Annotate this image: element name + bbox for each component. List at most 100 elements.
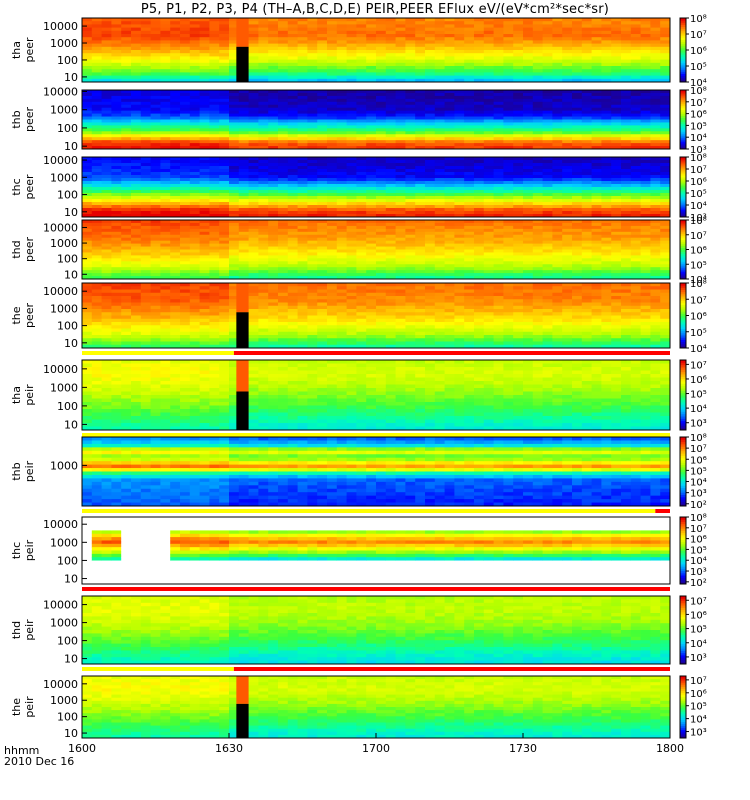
heatmap-cell — [483, 98, 494, 103]
heatmap-cell — [336, 193, 347, 197]
heatmap-cell — [356, 261, 367, 265]
heatmap-cell — [121, 169, 132, 173]
heatmap-cell — [238, 137, 249, 141]
heatmap-cell — [336, 146, 347, 150]
heatmap-cell — [474, 113, 485, 117]
heatmap-cell — [131, 137, 142, 141]
heatmap-cell — [180, 119, 191, 123]
heatmap-cell — [238, 119, 249, 123]
heatmap-cell — [434, 264, 445, 268]
heatmap-cell — [268, 208, 279, 212]
heatmap-cell — [180, 249, 191, 253]
heatmap-cell — [209, 276, 220, 280]
heatmap-cell — [366, 90, 377, 94]
heatmap-cell — [376, 172, 387, 176]
heatmap-cell — [150, 137, 161, 141]
heatmap-cell — [660, 228, 671, 233]
heatmap-cell — [532, 37, 543, 41]
heatmap-cell — [297, 30, 308, 35]
heatmap-cell — [356, 37, 367, 41]
heatmap-cell — [415, 128, 426, 132]
heatmap-cell — [493, 234, 504, 239]
heatmap-cell — [434, 258, 445, 262]
heatmap-cell — [474, 249, 485, 253]
heatmap-cell — [111, 140, 122, 144]
heatmap-cell — [434, 95, 445, 100]
heatmap-cell — [297, 258, 308, 262]
heatmap-cell — [415, 34, 426, 38]
heatmap-cell — [101, 131, 112, 135]
heatmap-cell — [552, 243, 563, 247]
heatmap-cell — [376, 137, 387, 141]
heatmap-cell — [503, 30, 514, 35]
heatmap-cell — [229, 246, 240, 250]
heatmap-cell — [131, 24, 142, 28]
heatmap-cell — [650, 225, 661, 230]
heatmap-cell — [219, 110, 230, 114]
heatmap-cell — [278, 231, 289, 236]
heatmap-cell — [189, 208, 200, 212]
heatmap-cell — [111, 104, 122, 109]
heatmap-cell — [640, 146, 651, 150]
heatmap-cell — [160, 27, 171, 32]
heatmap-cell — [101, 78, 112, 83]
heatmap-cell — [444, 196, 455, 200]
heatmap-cell — [111, 199, 122, 203]
heatmap-cell — [268, 184, 279, 188]
heatmap-cell — [660, 72, 671, 76]
heatmap-cell — [503, 240, 514, 244]
heatmap-cell — [327, 181, 338, 185]
heatmap-cell — [552, 137, 563, 141]
heatmap-cell — [219, 276, 230, 280]
heatmap-cell — [630, 169, 641, 173]
heatmap-cell — [287, 234, 298, 239]
heatmap-cell — [483, 137, 494, 141]
heatmap-cell — [572, 190, 583, 194]
heatmap-cell — [572, 72, 583, 76]
spectrogram-cells — [82, 157, 671, 218]
heatmap-cell — [189, 62, 200, 67]
heatmap-cell — [425, 43, 436, 48]
heatmap-cell — [287, 50, 298, 54]
heatmap-cell — [91, 214, 102, 218]
heatmap-cell — [327, 237, 338, 242]
heatmap-cell — [474, 234, 485, 239]
heatmap-cell — [199, 243, 210, 247]
heatmap-cell — [268, 46, 279, 51]
heatmap-cell — [542, 237, 553, 242]
heatmap-cell — [229, 237, 240, 242]
heatmap-cell — [248, 75, 259, 80]
heatmap-cell — [180, 211, 191, 215]
heatmap-cell — [630, 222, 641, 227]
heatmap-cell — [425, 267, 436, 271]
heatmap-cell — [650, 214, 661, 218]
heatmap-cell — [385, 50, 396, 54]
heatmap-cell — [660, 137, 671, 141]
heatmap-cell — [189, 92, 200, 97]
heatmap-cell — [503, 53, 514, 57]
heatmap-cell — [660, 66, 671, 70]
heatmap-cell — [572, 56, 583, 60]
heatmap-cell — [131, 252, 142, 256]
heatmap-cell — [640, 92, 651, 97]
heatmap-cell — [317, 21, 328, 25]
heatmap-cell — [101, 66, 112, 70]
heatmap-cell — [160, 184, 171, 188]
heatmap-cell — [278, 163, 289, 167]
heatmap-cell — [356, 240, 367, 244]
heatmap-cell — [189, 40, 200, 44]
heatmap-cell — [640, 267, 651, 271]
colorbar-segment — [680, 43, 686, 47]
heatmap-cell — [238, 205, 249, 209]
heatmap-cell — [317, 104, 328, 109]
heatmap-cell — [160, 56, 171, 60]
heatmap-cell — [297, 166, 308, 170]
heatmap-cell — [434, 59, 445, 64]
heatmap-cell — [278, 113, 289, 117]
heatmap-cell — [532, 261, 543, 265]
heatmap-cell — [219, 205, 230, 209]
heatmap-cell — [376, 246, 387, 250]
heatmap-cell — [464, 225, 475, 230]
heatmap-cell — [611, 237, 622, 242]
heatmap-cell — [82, 166, 93, 170]
